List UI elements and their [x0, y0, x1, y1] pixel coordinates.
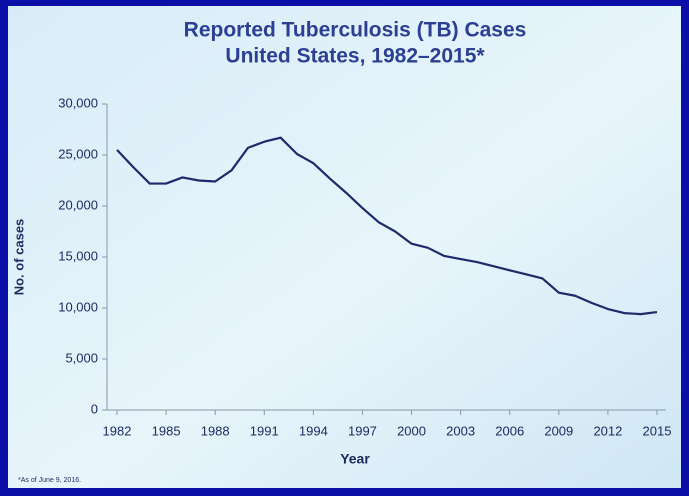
x-tick-label: 1988: [201, 423, 230, 438]
x-tick-label: 2015: [643, 423, 672, 438]
y-tick-label: 30,000: [58, 95, 98, 110]
x-axis-label: Year: [340, 451, 370, 467]
y-tick-label: 20,000: [58, 197, 98, 212]
footnote: *As of June 9, 2016.: [18, 477, 81, 484]
panel: [8, 6, 681, 488]
x-tick-label: 1985: [152, 423, 181, 438]
chart-subtitle: United States, 1982–2015*: [225, 45, 485, 68]
x-tick-label: 1997: [348, 423, 377, 438]
y-tick-label: 5,000: [65, 350, 98, 365]
y-tick-label: 15,000: [58, 248, 98, 263]
x-tick-label: 2006: [495, 423, 524, 438]
chart-title: Reported Tuberculosis (TB) Cases: [184, 19, 527, 42]
x-tick-label: 2003: [446, 423, 475, 438]
y-tick-label: 10,000: [58, 299, 98, 314]
x-tick-label: 1994: [299, 423, 328, 438]
x-tick-label: 1982: [103, 423, 132, 438]
y-tick-label: 0: [91, 401, 98, 416]
x-tick-label: 2009: [544, 423, 573, 438]
data-line: [116, 136, 658, 316]
x-tick-label: 2012: [593, 423, 622, 438]
y-axis-label: No. of cases: [11, 219, 26, 296]
x-tick-label: 2000: [397, 423, 426, 438]
x-tick-label: 1991: [250, 423, 279, 438]
y-tick-label: 25,000: [58, 146, 98, 161]
